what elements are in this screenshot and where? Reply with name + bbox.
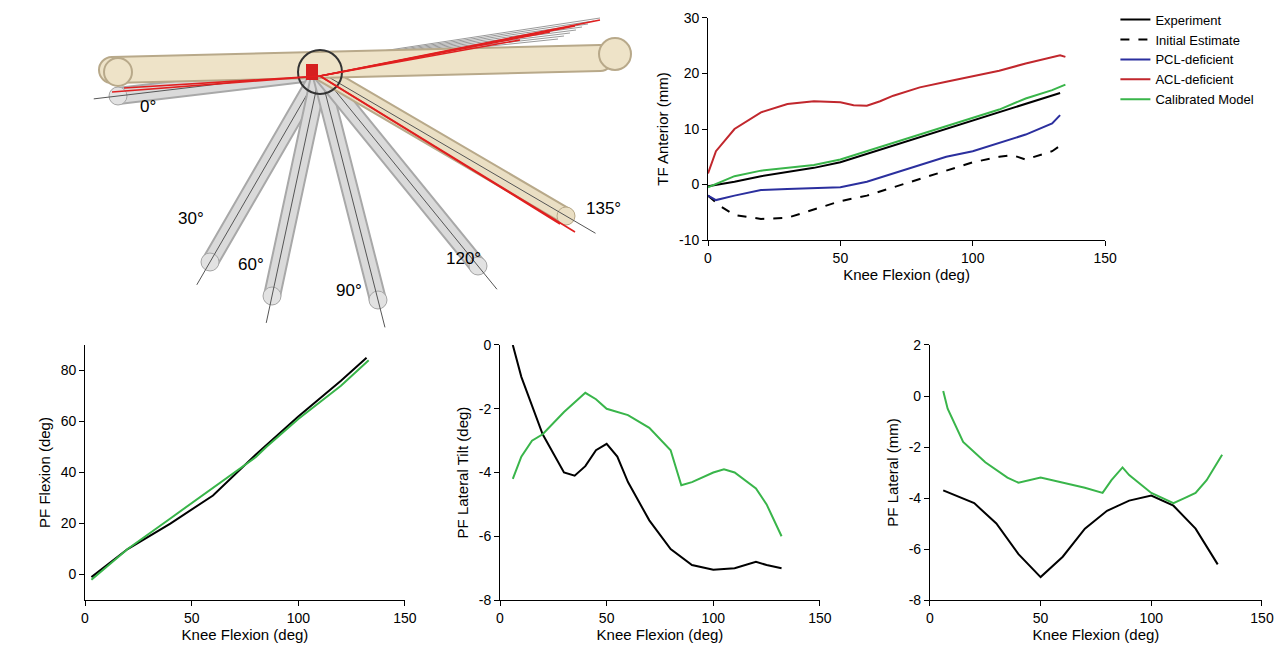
svg-text:20: 20 (61, 515, 77, 531)
svg-text:10: 10 (684, 121, 700, 137)
svg-text:0: 0 (691, 176, 699, 192)
svg-text:0°: 0° (140, 97, 156, 116)
svg-text:30: 30 (684, 10, 700, 26)
svg-text:150: 150 (808, 610, 832, 626)
svg-text:0: 0 (913, 388, 921, 404)
svg-text:60°: 60° (238, 255, 264, 274)
svg-text:-4: -4 (909, 490, 922, 506)
svg-text:Knee Flexion (deg): Knee Flexion (deg) (597, 626, 724, 643)
svg-text:100: 100 (702, 610, 726, 626)
svg-text:Initial Estimate: Initial Estimate (1155, 33, 1240, 48)
svg-text:Knee Flexion (deg): Knee Flexion (deg) (182, 626, 309, 643)
svg-text:150: 150 (1093, 250, 1117, 266)
svg-text:0: 0 (81, 610, 89, 626)
svg-text:-8: -8 (909, 592, 922, 608)
svg-text:-4: -4 (479, 464, 492, 480)
svg-text:120°: 120° (446, 249, 481, 268)
svg-text:50: 50 (184, 610, 200, 626)
svg-text:Knee Flexion (deg): Knee Flexion (deg) (1033, 626, 1160, 643)
svg-text:TF Anterior (mm): TF Anterior (mm) (654, 72, 671, 185)
svg-text:PF Lateral Tilt (deg): PF Lateral Tilt (deg) (454, 407, 471, 539)
svg-text:60: 60 (61, 413, 77, 429)
svg-text:Experiment: Experiment (1155, 13, 1221, 28)
svg-text:0: 0 (926, 610, 934, 626)
svg-text:-6: -6 (479, 528, 492, 544)
svg-text:50: 50 (599, 610, 615, 626)
svg-text:50: 50 (833, 250, 849, 266)
svg-text:50: 50 (1033, 610, 1049, 626)
svg-text:-8: -8 (479, 592, 492, 608)
svg-text:20: 20 (684, 65, 700, 81)
svg-text:100: 100 (961, 250, 985, 266)
svg-text:Calibrated Model: Calibrated Model (1155, 92, 1253, 107)
svg-text:40: 40 (61, 464, 77, 480)
svg-text:0: 0 (483, 337, 491, 353)
svg-text:PF Lateral (mm): PF Lateral (mm) (884, 418, 901, 526)
svg-text:-6: -6 (909, 541, 922, 557)
svg-text:30°: 30° (178, 209, 204, 228)
svg-text:0: 0 (704, 250, 712, 266)
svg-text:135°: 135° (586, 199, 621, 218)
svg-text:PF Flexion (deg): PF Flexion (deg) (36, 417, 53, 528)
svg-text:ACL-deficient: ACL-deficient (1155, 72, 1233, 87)
svg-text:150: 150 (1250, 610, 1274, 626)
svg-text:-10: -10 (679, 232, 699, 248)
svg-text:-2: -2 (479, 401, 492, 417)
svg-text:150: 150 (393, 610, 417, 626)
svg-text:Knee Flexion (deg): Knee Flexion (deg) (843, 266, 970, 283)
svg-text:2: 2 (913, 337, 921, 353)
svg-text:PCL-deficient: PCL-deficient (1155, 52, 1233, 67)
svg-text:0: 0 (68, 566, 76, 582)
svg-text:90°: 90° (336, 281, 362, 300)
svg-text:100: 100 (1140, 610, 1164, 626)
svg-text:0: 0 (496, 610, 504, 626)
svg-text:80: 80 (61, 362, 77, 378)
svg-text:-2: -2 (909, 439, 922, 455)
svg-text:100: 100 (287, 610, 311, 626)
